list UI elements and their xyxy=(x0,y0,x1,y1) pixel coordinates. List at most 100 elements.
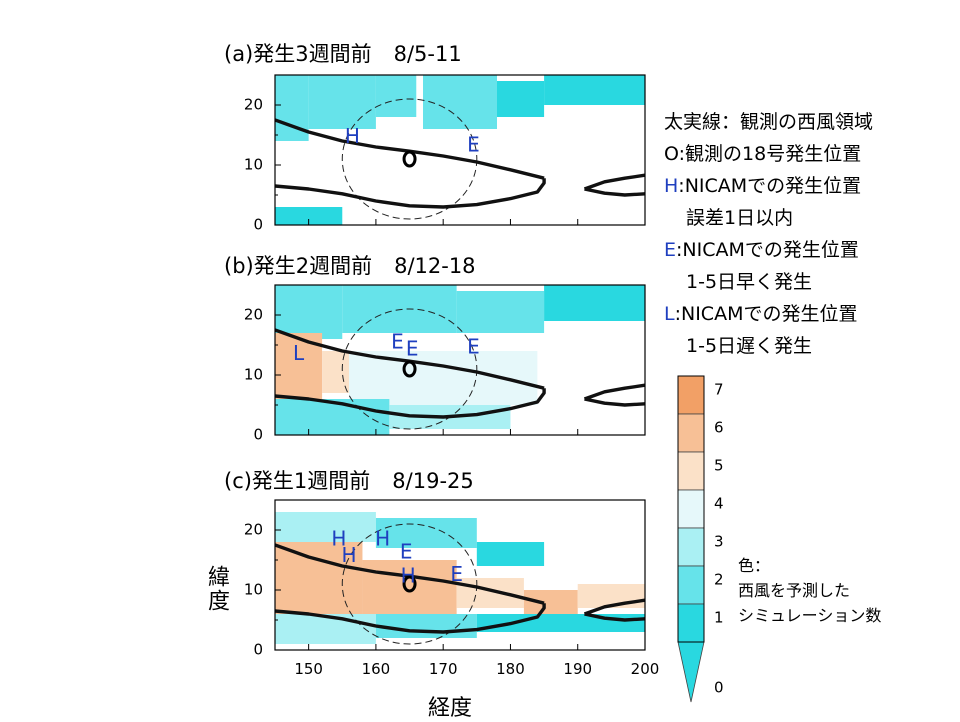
legend-sub-e: 1-5日早く発生 xyxy=(686,271,813,293)
westerly-contour-east-lower xyxy=(584,612,645,622)
westerly-contour-lower xyxy=(275,603,546,634)
count-patch xyxy=(497,81,545,117)
genesis-marker-h: H xyxy=(345,124,360,148)
x-tick-label: 160 xyxy=(362,660,391,678)
legend-sub-l: 1-5日遅く発生 xyxy=(686,335,813,357)
count-patch xyxy=(275,285,343,339)
legend-line-e: E:NICAMでの発生位置 xyxy=(664,234,873,266)
y-tick-label: 0 xyxy=(253,426,263,444)
colorbar-label: 1 xyxy=(714,609,724,627)
legend-text-h: :NICAMでの発生位置 xyxy=(678,175,862,197)
colorbar-label: 7 xyxy=(714,381,724,399)
x-tick-label: 170 xyxy=(429,660,458,678)
observed-position-marker xyxy=(402,360,417,378)
colorbar-note-line3: シミュレーション数 xyxy=(738,606,882,625)
count-patch xyxy=(275,542,363,614)
count-patch xyxy=(456,291,545,333)
count-patch xyxy=(375,75,417,117)
count-patch xyxy=(342,285,457,333)
count-patch xyxy=(544,75,645,105)
panel-a-title: (a)発生3週間前 8/5-11 xyxy=(224,38,462,68)
genesis-marker-e: E xyxy=(467,335,480,359)
count-patch xyxy=(362,560,457,614)
count-patch xyxy=(476,542,545,566)
westerly-contour-east-lower xyxy=(584,397,645,407)
genesis-marker-e: E xyxy=(391,330,404,354)
legend-line-l: L:NICAMでの発生位置 xyxy=(664,298,873,330)
panel-b-title-text: (b)発生2週間前 xyxy=(224,254,373,278)
y-tick-label: 20 xyxy=(244,521,263,539)
panel-c-title-text: (c)発生1週間前 xyxy=(224,469,371,493)
count-patch xyxy=(523,590,578,614)
genesis-marker-h: H xyxy=(375,527,390,551)
colorbar-label: 5 xyxy=(714,457,724,475)
legend-text-e: :NICAMでの発生位置 xyxy=(676,239,859,261)
panel-b-period: 8/12-18 xyxy=(394,254,476,278)
westerly-contour-east-upper xyxy=(583,598,645,616)
genesis-marker-e: E xyxy=(400,539,413,563)
colorbar-segment xyxy=(677,451,705,491)
westerly-contour-lower xyxy=(275,178,546,209)
y-tick-label: 20 xyxy=(244,306,263,324)
x-tick-label: 190 xyxy=(563,660,592,678)
colorbar-note-line2: 西風を予測した xyxy=(738,581,851,600)
colorbar-segment xyxy=(677,565,705,605)
legend-text-l: :NICAMでの発生位置 xyxy=(674,303,858,325)
legend-sub-h: 誤差1日以内 xyxy=(686,207,794,229)
count-patch xyxy=(423,75,497,129)
count-patch xyxy=(375,614,477,638)
count-patch xyxy=(275,207,343,225)
westerly-contour-east-lower xyxy=(584,187,645,197)
colorbar-label: 6 xyxy=(714,419,724,437)
observed-position-marker xyxy=(402,150,417,168)
count-patch xyxy=(544,285,645,321)
y-axis-title: 緯度 xyxy=(204,565,229,613)
panel-a-title-text: (a)発生3週間前 xyxy=(224,42,372,66)
colorbar-segment xyxy=(677,413,705,453)
colorbar-triangle xyxy=(677,641,705,703)
colorbar-segment xyxy=(677,603,705,643)
y-tick-label: 10 xyxy=(244,581,263,599)
x-axis-title: 経度 xyxy=(428,696,473,721)
colorbar-frame xyxy=(677,375,705,643)
westerly-contour-east-upper xyxy=(583,173,645,191)
genesis-marker-h: H xyxy=(331,527,346,551)
plot-frame xyxy=(274,74,646,226)
legend-key-e: E xyxy=(664,239,677,261)
search-circle xyxy=(341,308,478,430)
count-patch xyxy=(375,518,477,548)
x-tick-label: 150 xyxy=(294,660,323,678)
colorbar-label: 0 xyxy=(714,679,724,697)
genesis-marker-l: L xyxy=(293,341,305,365)
panel-a-period: 8/5-11 xyxy=(393,42,462,66)
colorbar-note-line1: 色： xyxy=(738,556,771,575)
genesis-marker-e: E xyxy=(450,562,463,586)
y-tick-label: 10 xyxy=(244,366,263,384)
colorbar-note: 色： 西風を予測した シミュレーション数 xyxy=(738,553,881,628)
y-tick-label: 0 xyxy=(253,641,263,659)
count-patch xyxy=(275,614,376,644)
search-circle xyxy=(341,523,478,645)
colorbar-label: 3 xyxy=(714,533,724,551)
colorbar-label: 2 xyxy=(714,571,724,589)
colorbar-segment xyxy=(677,527,705,567)
colorbar-label: 4 xyxy=(714,495,724,513)
genesis-marker-h: H xyxy=(401,563,416,587)
westerly-contour-lower xyxy=(275,388,546,419)
plot-frame xyxy=(274,499,646,651)
panel-c-period: 8/19-25 xyxy=(392,469,474,493)
legend-key-h: H xyxy=(664,175,679,197)
y-tick-label: 10 xyxy=(244,156,263,174)
count-patch xyxy=(308,75,376,129)
x-tick-label: 180 xyxy=(496,660,525,678)
colorbar: 0 1 2 3 4 5 6 7 xyxy=(677,375,724,703)
observed-position-marker xyxy=(402,575,417,593)
count-patch xyxy=(275,512,376,542)
genesis-marker-h: H xyxy=(341,543,356,567)
plot-area: H HH EEH xyxy=(275,512,645,645)
